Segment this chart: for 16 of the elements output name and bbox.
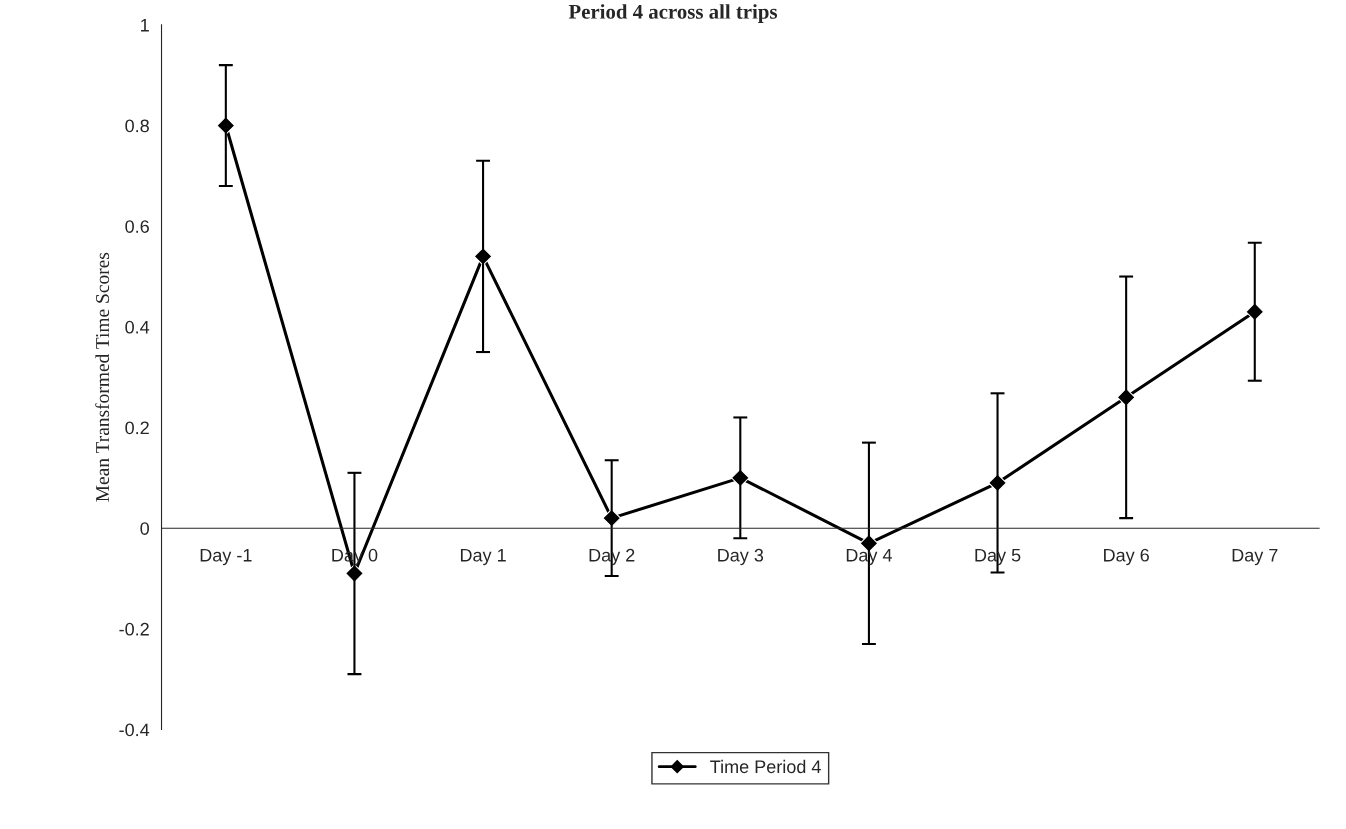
- y-tick-label: 0.8: [125, 119, 149, 133]
- y-tick-label: 0.2: [125, 421, 149, 435]
- y-tick-label: 0.6: [125, 220, 149, 233]
- chart-title: Period 4 across all trips: [568, 4, 778, 24]
- y-tick-label: -0.2: [119, 622, 149, 636]
- y-tick-label: 0: [140, 522, 150, 535]
- y-tick-label: -0.4: [119, 723, 150, 737]
- x-tick-label: Day -1: [200, 548, 252, 566]
- x-tick-label: Day 1: [460, 548, 506, 566]
- y-axis-title: Mean Transformed Time Scores: [95, 252, 110, 502]
- x-tick-label: Day 7: [1232, 548, 1278, 566]
- x-tick-label: Day 6: [1104, 548, 1149, 566]
- x-tick-label: Day 3: [718, 548, 764, 566]
- y-tick-label: 0.4: [125, 320, 150, 334]
- y-tick-label: 1: [141, 18, 149, 32]
- legend-label: Time Period 4: [710, 759, 821, 774]
